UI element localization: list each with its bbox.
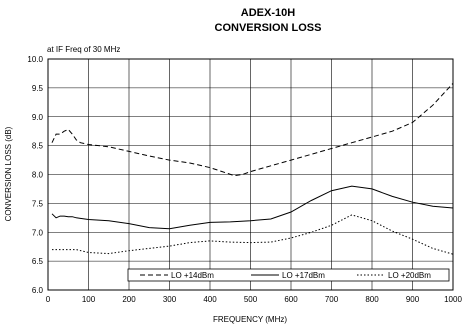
legend-box (127, 268, 450, 282)
series-group (51, 82, 454, 255)
x-tick-label: 600 (284, 295, 298, 304)
legend-label-0: LO +14dBm (171, 271, 214, 280)
legend-label-2: LO +20dBm (388, 271, 431, 280)
legend-label-1: LO +17dBm (282, 271, 325, 280)
chart-subtitle: CONVERSION LOSS (215, 22, 322, 34)
x-tick-label: 500 (244, 295, 258, 304)
grid (47, 58, 454, 291)
y-tick-label: 7.5 (32, 199, 44, 208)
x-tick-label: 400 (203, 295, 217, 304)
x-tick-label: 900 (406, 295, 420, 304)
x-tick-label: 1000 (444, 295, 462, 304)
chart-annotation: at IF Freq of 30 MHz (47, 45, 120, 54)
series-line-0 (51, 82, 454, 177)
y-axis-label: CONVERSION LOSS (dB) (4, 126, 13, 221)
y-tick-label: 10.0 (27, 55, 43, 64)
x-axis-label: FREQUENCY (MHz) (213, 315, 287, 324)
y-tick-label: 8.0 (32, 171, 44, 180)
legend: LO +14dBm LO +17dBm LO +20dBm (127, 268, 450, 282)
y-tick-label: 9.0 (32, 113, 44, 122)
y-tick-label: 6.0 (32, 286, 44, 295)
y-axis: 6.0 6.5 7.0 7.5 8.0 8.5 9.0 9.5 10.0 (27, 55, 43, 295)
x-tick-label: 300 (163, 295, 177, 304)
plot-area (47, 58, 454, 291)
x-tick-label: 0 (46, 295, 51, 304)
chart-title: ADEX-10H (241, 7, 295, 19)
y-tick-label: 8.5 (32, 142, 44, 151)
y-tick-label: 6.5 (32, 257, 44, 266)
y-tick-label: 7.0 (32, 228, 44, 237)
x-tick-label: 700 (325, 295, 339, 304)
x-tick-label: 200 (122, 295, 136, 304)
x-tick-label: 800 (365, 295, 379, 304)
series-line-1 (51, 185, 454, 230)
x-axis: 0 100 200 300 400 500 600 700 800 900 1000 (46, 295, 463, 304)
series-line-2 (52, 214, 454, 255)
x-tick-label: 100 (82, 295, 96, 304)
y-tick-label: 9.5 (32, 84, 44, 93)
